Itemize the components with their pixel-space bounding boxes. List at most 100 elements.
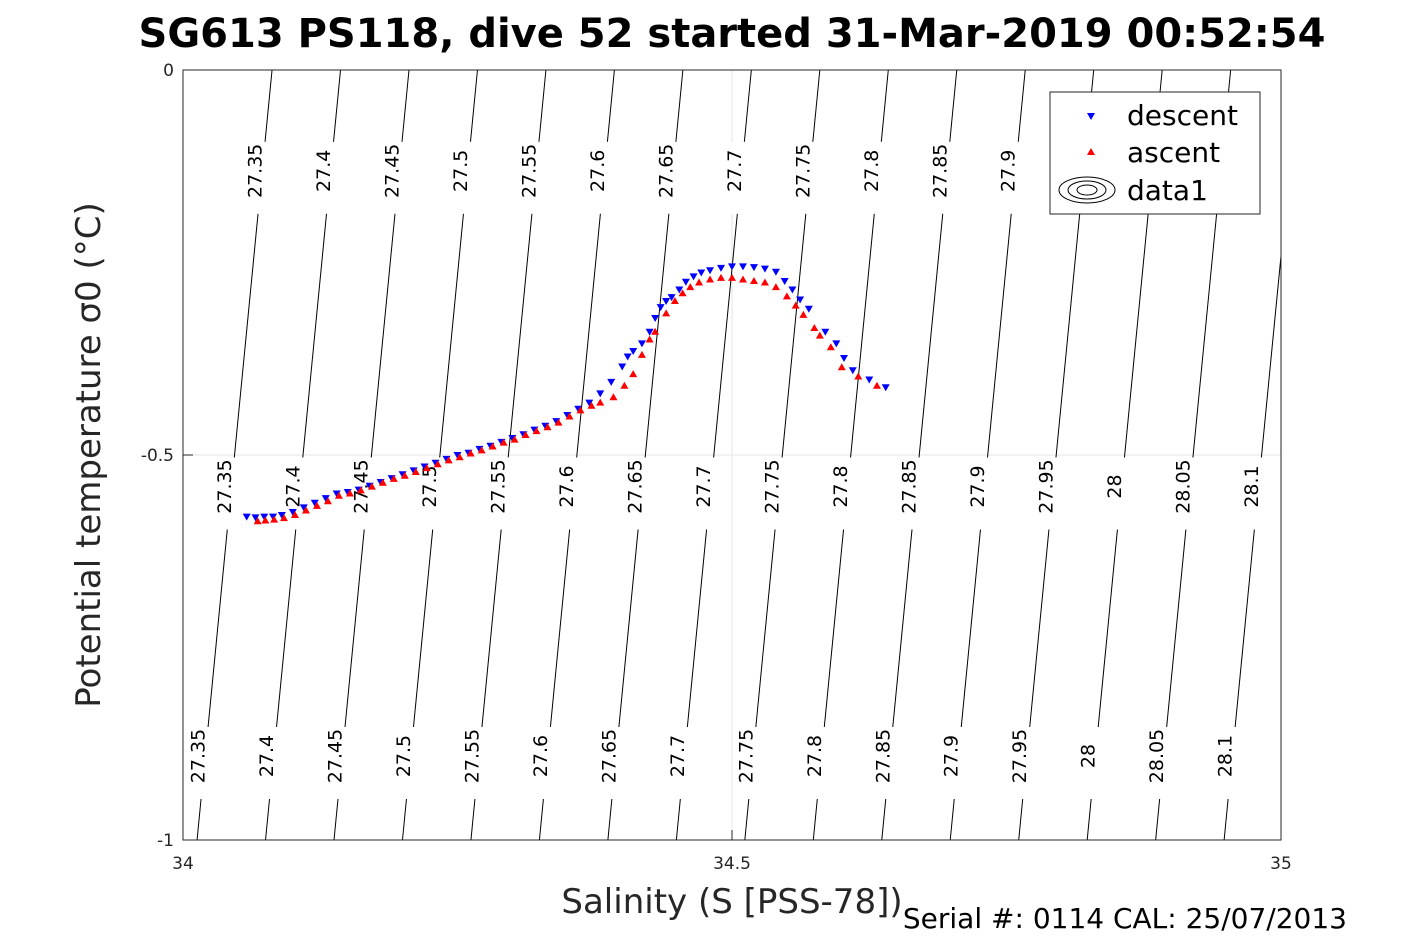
- isopycnal-label-bg: [560, 457, 587, 530]
- isopycnal-label-bg: [1218, 727, 1245, 799]
- isopycnal-label: 27.8: [861, 150, 883, 192]
- ascent-point: [253, 517, 262, 525]
- isopycnal-label: 27.4: [282, 465, 304, 507]
- descent-point: [760, 265, 769, 273]
- ascent-point: [596, 398, 605, 406]
- isopycnal-label: 27.7: [667, 735, 689, 777]
- isopycnal-label-bg: [602, 727, 629, 799]
- ascent-point: [695, 278, 704, 286]
- descent-point: [260, 513, 269, 521]
- isopycnal-label: 27.5: [419, 465, 441, 507]
- ascent-point: [488, 442, 497, 450]
- isopycnal-label-bg: [1081, 727, 1108, 799]
- ascent-point: [629, 370, 638, 378]
- ascent-point: [290, 511, 299, 519]
- isopycnal-label-bg: [465, 727, 492, 799]
- isopycnal-label: 27.65: [598, 729, 620, 783]
- descent-point: [881, 384, 890, 392]
- isopycnal-label-bg: [933, 141, 960, 214]
- isopycnal-label: 28.05: [1146, 729, 1168, 783]
- descent-point: [832, 340, 841, 348]
- ascent-point: [466, 449, 475, 457]
- ascent-point: [854, 372, 863, 380]
- descent-point: [310, 499, 319, 507]
- descent-point: [681, 278, 690, 286]
- ascent-point: [826, 343, 835, 351]
- isopycnal-label: 27.65: [625, 459, 647, 513]
- descent-point: [618, 363, 627, 371]
- isopycnal-label: 27.65: [655, 144, 677, 198]
- descent-point: [656, 304, 665, 312]
- isopycnal-label-bg: [739, 727, 766, 799]
- ascent-point: [749, 276, 758, 284]
- descent-point: [607, 378, 616, 386]
- x-tick-label: 35: [1270, 854, 1292, 874]
- descent-point: [821, 328, 830, 336]
- ascent-point: [771, 283, 780, 291]
- descent-point: [637, 340, 646, 348]
- isopycnal-label: 27.35: [188, 729, 210, 783]
- ascent-point: [411, 467, 420, 475]
- ascent-point: [782, 292, 791, 300]
- isopycnal-label: 28.1: [1241, 465, 1263, 507]
- ascent-point: [367, 482, 376, 490]
- isopycnal-label: 27.35: [245, 144, 267, 198]
- y-tick-label: -0.5: [141, 446, 174, 466]
- descent-point: [848, 367, 857, 375]
- ascent-point: [799, 310, 808, 318]
- isopycnal-label: 27.9: [998, 150, 1020, 192]
- isopycnal-label-bg: [659, 141, 686, 214]
- isopycnal-label-bg: [590, 141, 617, 214]
- descent-point: [645, 328, 654, 336]
- isopycnal-label: 27.75: [735, 729, 757, 783]
- descent-point: [269, 513, 278, 521]
- isopycnal-label: 27.55: [461, 729, 483, 783]
- isopycnal-label: 27.75: [792, 144, 814, 198]
- isopycnal-label: 27.85: [929, 144, 951, 198]
- ascent-point: [728, 273, 736, 281]
- isopycnal-label-bg: [876, 727, 903, 799]
- isopycnal-label-bg: [522, 141, 549, 214]
- isopycnal-label: 27.35: [214, 459, 236, 513]
- isopycnal-label-bg: [796, 141, 823, 214]
- ascent-point: [706, 275, 715, 283]
- isopycnal-label: 28.1: [1215, 735, 1237, 777]
- descent-point: [706, 267, 715, 275]
- isopycnal-label: 27.95: [1035, 459, 1057, 513]
- ascent-point: [791, 301, 800, 309]
- isopycnal-label: 27.45: [324, 729, 346, 783]
- isopycnal-label: 27.4: [256, 735, 278, 777]
- isopycnal-label-bg: [970, 457, 997, 530]
- isopycnal-label: 27.7: [693, 465, 715, 507]
- isopycnal-label-bg: [834, 457, 861, 530]
- ascent-point: [400, 471, 409, 479]
- ascent-point: [609, 393, 618, 401]
- isopycnal-label: 27.9: [941, 735, 963, 777]
- ascent-point: [301, 506, 310, 514]
- isopycnal-label: 27.7: [724, 150, 746, 192]
- ascent-point: [717, 273, 726, 281]
- descent-point: [728, 263, 736, 271]
- isopycnal-label: 27.85: [899, 459, 921, 513]
- isopycnal-label: 27.8: [804, 735, 826, 777]
- ascent-point: [334, 491, 343, 499]
- isopycnal-label-bg: [765, 457, 792, 530]
- ascent-point: [837, 363, 846, 371]
- ascent-point: [662, 309, 671, 317]
- isopycnal-label: 27.45: [351, 459, 373, 513]
- ascent-point: [565, 412, 574, 420]
- isopycnal-label-bg: [1244, 457, 1271, 530]
- legend-descent-label: descent: [1127, 99, 1238, 132]
- isopycnal-label-bg: [1107, 457, 1134, 530]
- ascent-point: [686, 283, 695, 291]
- ascent-point: [815, 331, 824, 339]
- descent-point: [865, 376, 874, 384]
- isopycnal-label: 28: [1104, 474, 1126, 498]
- isopycnal-label: 28.05: [1172, 459, 1194, 513]
- isopycnal-label: 27.9: [967, 465, 989, 507]
- descent-point: [242, 513, 251, 521]
- ascent-point: [378, 478, 387, 486]
- ascent-point: [760, 278, 769, 286]
- ascent-point: [510, 435, 519, 443]
- ascent-point: [543, 423, 552, 431]
